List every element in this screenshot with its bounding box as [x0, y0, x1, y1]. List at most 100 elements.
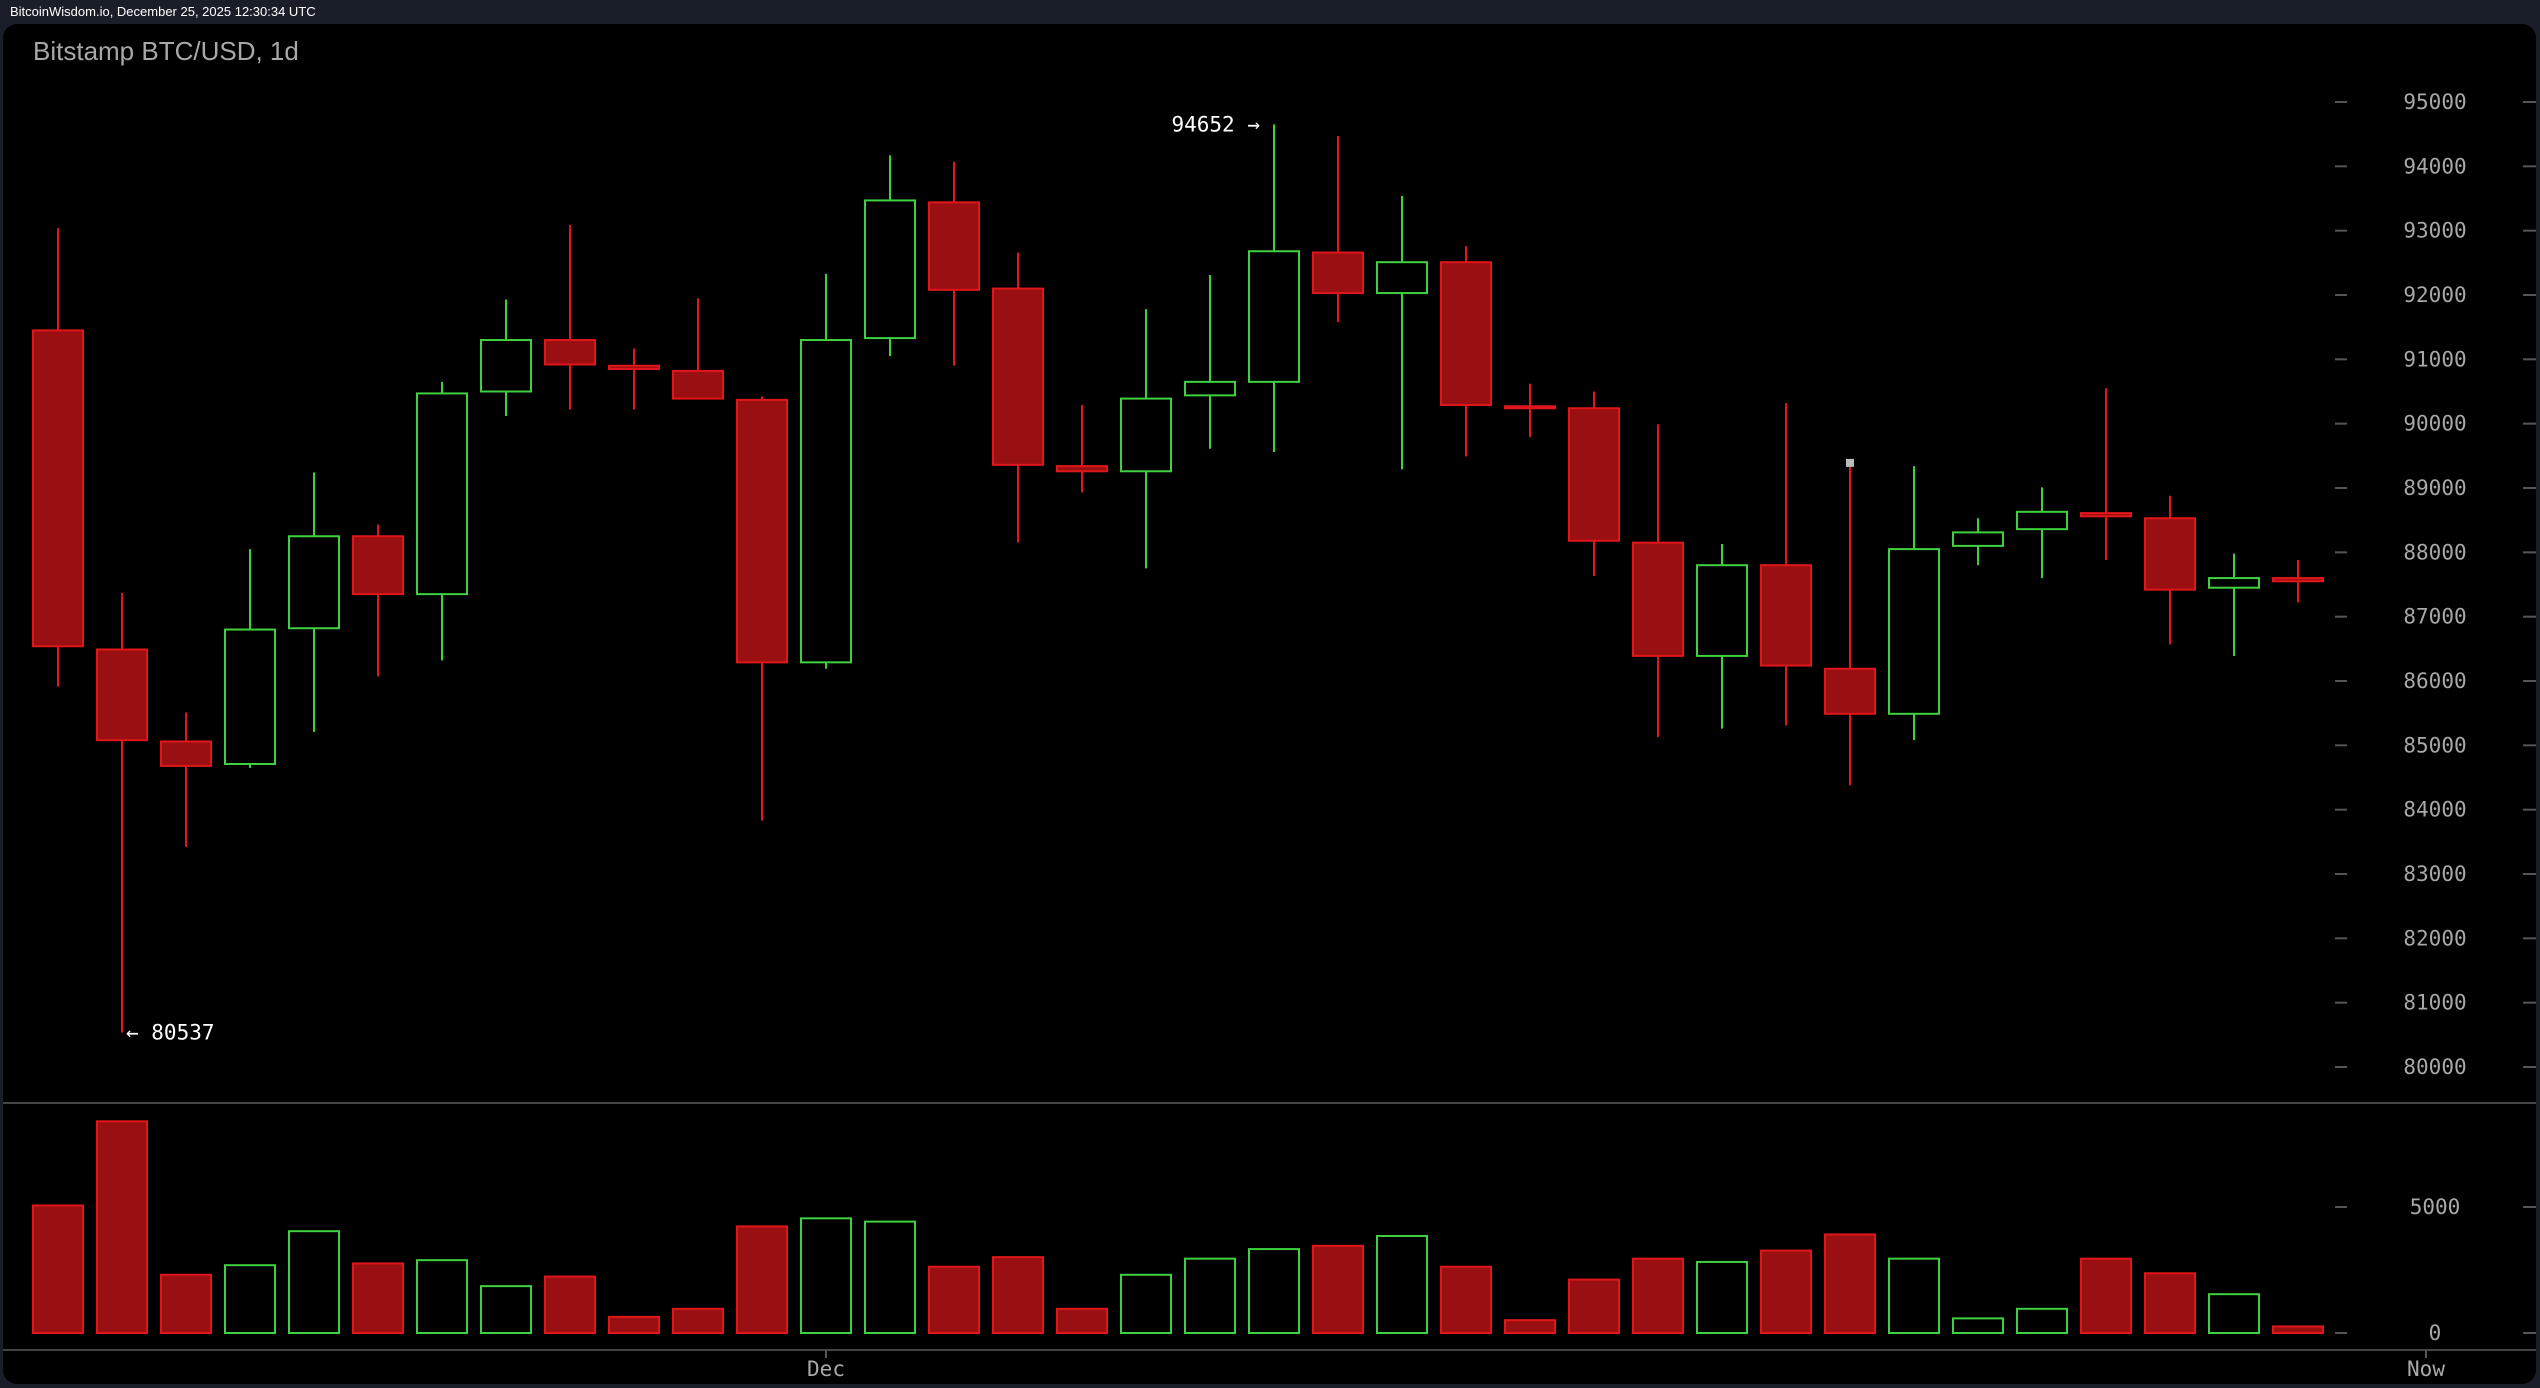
candle-body	[160, 740, 212, 767]
volume-bar	[1888, 1257, 1940, 1335]
volume-bar	[416, 1259, 468, 1334]
candle-body	[288, 535, 340, 630]
candle-body	[32, 329, 84, 648]
candle	[1248, 124, 1300, 452]
price-tick-label: 94000	[2403, 154, 2466, 178]
candle	[544, 224, 596, 410]
volume-bar	[224, 1264, 276, 1335]
volume-bar	[1248, 1248, 1300, 1334]
price-tick-label: 81000	[2403, 991, 2466, 1015]
x-tick-label: Now	[2407, 1357, 2445, 1381]
candle-body	[928, 201, 980, 291]
candle-body	[1120, 397, 1172, 473]
volume-bar	[800, 1217, 852, 1334]
volume-bar	[2016, 1307, 2068, 1334]
candle	[96, 592, 148, 1033]
candle	[1376, 195, 1428, 470]
candle-body	[416, 392, 468, 596]
candle-body	[1056, 465, 1108, 473]
candle	[1824, 462, 1876, 786]
volume-bar	[608, 1315, 660, 1334]
candle	[1696, 543, 1748, 729]
price-tick-label: 90000	[2403, 412, 2466, 436]
candle	[224, 549, 276, 768]
price-tick-label: 82000	[2403, 926, 2466, 950]
volume-bar	[1056, 1307, 1108, 1334]
candle-body	[1504, 405, 1556, 410]
candle-body	[736, 398, 788, 664]
source-timestamp: BitcoinWisdom.io, December 25, 2025 12:3…	[0, 0, 2540, 24]
candle-body	[2208, 577, 2260, 589]
candle-body	[224, 628, 276, 765]
volume-bar	[1376, 1234, 1428, 1334]
volume-bar	[1504, 1319, 1556, 1334]
candle	[160, 712, 212, 847]
volume-bar	[2208, 1293, 2260, 1335]
candle-body	[544, 339, 596, 366]
volume-bars	[32, 1120, 2324, 1335]
price-tick-label: 84000	[2403, 798, 2466, 822]
axes: 80000 81000 82000 83000 84000 85000 86000 87000…	[3, 90, 2536, 1381]
price-tick-label: 93000	[2403, 219, 2466, 243]
candle-body	[992, 287, 1044, 466]
volume-bar	[1824, 1233, 1876, 1335]
candle	[288, 472, 340, 732]
candle	[1120, 309, 1172, 569]
candle	[1504, 383, 1556, 438]
price-tick-label: 86000	[2403, 669, 2466, 693]
candle-body	[1312, 251, 1364, 295]
candle-body	[480, 339, 532, 393]
volume-bar	[1440, 1265, 1492, 1334]
candle-body	[2080, 512, 2132, 518]
price-tick-label: 83000	[2403, 862, 2466, 886]
candle-body	[1376, 261, 1428, 295]
candle-body	[96, 648, 148, 742]
candles	[32, 124, 2324, 1033]
candle-body	[672, 369, 724, 400]
candle	[800, 273, 852, 669]
volume-bar	[480, 1285, 532, 1335]
price-tick-label: 91000	[2403, 347, 2466, 371]
candle	[864, 155, 916, 357]
candle	[2208, 553, 2260, 656]
candle-body	[1952, 531, 2004, 547]
candle	[1888, 466, 1940, 741]
chart-panel: 80000 81000 82000 83000 84000 85000 86000 87000…	[3, 24, 2536, 1384]
x-tick-label: Dec	[807, 1357, 845, 1381]
volume-bar	[1568, 1278, 1620, 1335]
volume-bar	[992, 1256, 1044, 1334]
volume-bar	[2144, 1272, 2196, 1334]
volume-bar	[1312, 1244, 1364, 1334]
volume-bar	[288, 1230, 340, 1335]
candle	[1056, 405, 1108, 493]
candle	[608, 348, 660, 410]
candle	[416, 381, 468, 661]
price-tick-label: 88000	[2403, 540, 2466, 564]
hover-marker	[1846, 458, 1854, 467]
volume-bar	[1760, 1249, 1812, 1334]
candle-body	[2272, 577, 2324, 583]
volume-bar	[2272, 1325, 2324, 1334]
price-tick-label: 92000	[2403, 283, 2466, 307]
candle-body	[608, 364, 660, 370]
volume-bar	[352, 1262, 404, 1334]
volume-bar	[864, 1220, 916, 1334]
candle	[32, 228, 84, 687]
volume-tick-label: 5000	[2410, 1195, 2461, 1219]
low-annotation: ← 80537	[126, 1020, 215, 1044]
candle-body	[2016, 510, 2068, 531]
candle	[1440, 246, 1492, 457]
candle-body	[800, 339, 852, 664]
candle-body	[1568, 407, 1620, 542]
candle-body	[2144, 517, 2196, 591]
volume-bar	[672, 1307, 724, 1334]
price-tick-label: 89000	[2403, 476, 2466, 500]
candle-body	[1888, 548, 1940, 715]
candle	[352, 524, 404, 677]
volume-bar	[928, 1265, 980, 1334]
volume-bar	[96, 1120, 148, 1334]
price-tick-label: 87000	[2403, 605, 2466, 629]
volume-bar	[1696, 1260, 1748, 1335]
candle	[1632, 424, 1684, 737]
volume-bar	[544, 1275, 596, 1335]
